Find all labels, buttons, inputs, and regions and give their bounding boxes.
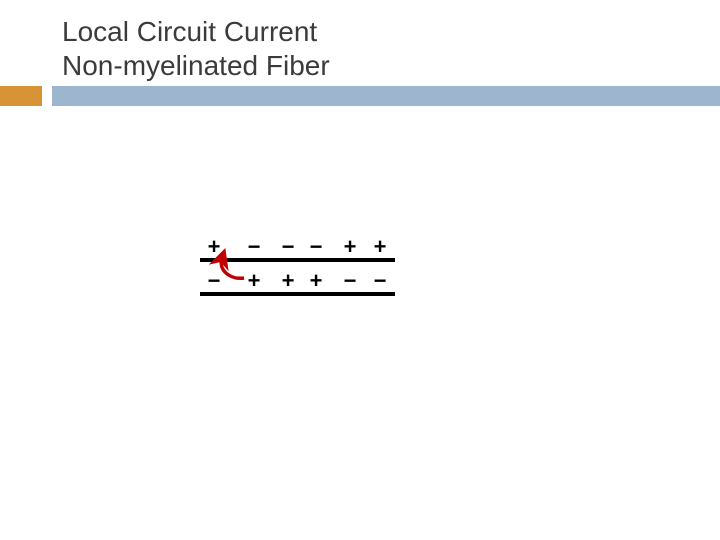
plus-icon: +	[308, 270, 324, 292]
accent-bar-left	[0, 86, 42, 106]
title-line-2: Non-myelinated Fiber	[62, 50, 330, 82]
accent-bar-right	[52, 86, 720, 106]
minus-icon: −	[280, 236, 296, 258]
current-arrow	[200, 240, 270, 300]
plus-icon: +	[280, 270, 296, 292]
title-line-1: Local Circuit Current	[62, 16, 317, 48]
plus-icon: +	[372, 236, 388, 258]
current-arrow-svg	[200, 240, 270, 300]
fiber-diagram: +−−−++ −+++−−	[200, 232, 400, 322]
minus-icon: −	[342, 270, 358, 292]
slide: Local Circuit Current Non-myelinated Fib…	[0, 0, 720, 540]
minus-icon: −	[372, 270, 388, 292]
plus-icon: +	[342, 236, 358, 258]
minus-icon: −	[308, 236, 324, 258]
